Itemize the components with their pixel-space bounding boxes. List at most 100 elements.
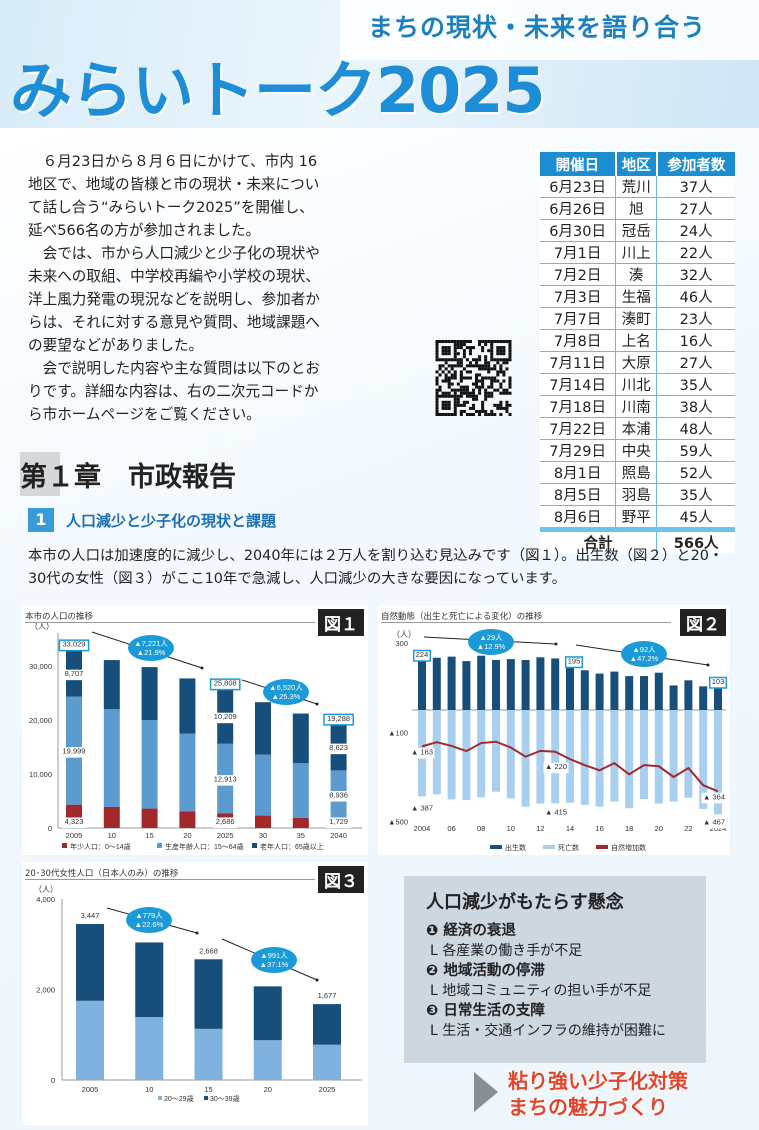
qr-module [496, 340, 500, 344]
qr-module [444, 346, 448, 350]
label-box [61, 817, 87, 828]
qr-module [459, 412, 463, 416]
qr-module [444, 349, 448, 353]
table-cell: 38人 [656, 395, 735, 419]
bar-births [447, 656, 456, 710]
qr-module [444, 406, 448, 410]
slogan-line: まちの魅力づくり [508, 1095, 668, 1119]
legend-label: 生産年齢人口：15〜64歳 [165, 842, 244, 851]
qr-module [471, 397, 476, 401]
table-cell: 59人 [656, 439, 735, 463]
qr-module [502, 361, 506, 365]
qr-module [447, 364, 451, 368]
total-label: 合計 [540, 527, 658, 554]
qr-module [462, 343, 466, 347]
data-label: 8,623 [329, 743, 348, 752]
label-box [212, 817, 238, 828]
qr-module [441, 403, 445, 407]
bar-deaths [625, 710, 634, 809]
qr-module [453, 370, 457, 374]
qr-module [502, 358, 506, 362]
table-cell: 生福 [615, 285, 658, 309]
qr-module [444, 394, 448, 398]
qr-module [490, 394, 494, 398]
qr-module [505, 358, 509, 362]
qr-module [481, 364, 485, 368]
data-label: ▲ 220 [545, 762, 567, 771]
legend-label: 出生数 [505, 843, 526, 852]
qr-module [444, 361, 448, 365]
label-box [210, 712, 240, 724]
bar-segment [194, 1028, 223, 1080]
bar-segment [253, 1040, 282, 1080]
qr-module [484, 367, 488, 371]
page-title: みらいトーク2025 [10, 54, 546, 127]
qr-module [493, 412, 497, 416]
bar-births [640, 676, 648, 710]
table-cell: 32人 [656, 263, 735, 287]
qr-module [502, 352, 506, 356]
bar-deaths [536, 710, 545, 804]
qr-module [475, 379, 479, 383]
annotation-text: ▲29人 [479, 633, 503, 642]
x-tick-label: 30 [259, 831, 267, 840]
qr-module [499, 385, 503, 389]
qr-module [447, 370, 451, 374]
qr-module [478, 364, 482, 368]
table-row: 7月2日湊 32人 [540, 263, 735, 287]
qr-module [496, 346, 500, 350]
table-cell: 湊 [615, 263, 658, 287]
qr-module [456, 346, 460, 350]
qr-module [499, 406, 503, 410]
qr-module [468, 412, 472, 416]
qr-module [490, 412, 494, 416]
qr-module [465, 391, 469, 395]
qr-module [456, 403, 460, 407]
qr-code[interactable] [435, 340, 512, 416]
qr-module [484, 394, 488, 398]
qr-module [502, 388, 506, 392]
qr-module [450, 382, 454, 386]
x-tick-label: 10 [108, 831, 116, 840]
label-box [564, 656, 584, 669]
table-cell: 冠岳 [615, 219, 658, 243]
qr-module [459, 373, 463, 377]
qr-module [444, 373, 448, 377]
qr-module [456, 361, 460, 365]
y-axis-unit: （人） [34, 885, 58, 894]
qr-module [456, 397, 460, 401]
table-cell: 16人 [656, 329, 735, 353]
qr-module [487, 385, 491, 389]
qr-module [447, 391, 451, 395]
annotation-text: ▲37.1% [260, 960, 289, 969]
bar-deaths [506, 710, 515, 799]
label-box [543, 762, 569, 774]
total-value: 566人 [656, 527, 735, 554]
qr-module [496, 358, 500, 362]
qr-module [487, 394, 491, 398]
table-row: 7月7日 湊町 23人 [540, 307, 735, 331]
figure-title: 20･30代女性人口（日本人のみ）の推移 [25, 867, 315, 880]
bar-segment [255, 754, 271, 816]
qr-module [441, 340, 445, 344]
legend-label: 自然増加数 [611, 843, 646, 852]
qr-module [456, 358, 460, 362]
annotation-text: ▲22.6% [135, 920, 164, 929]
bar-births [684, 680, 693, 710]
bar-births [477, 655, 486, 710]
qr-module [456, 382, 460, 386]
bar-births [625, 676, 634, 710]
qr-module [459, 388, 463, 392]
table-cell: 照島 [615, 461, 658, 485]
qr-module [487, 412, 491, 416]
data-label: 224 [416, 650, 429, 659]
qr-module [481, 340, 485, 344]
x-tick-label: 35 [297, 831, 305, 840]
qr-module [508, 382, 512, 386]
table-cell: 6月26日 [540, 197, 617, 221]
qr-module [447, 379, 451, 383]
qr-module [447, 403, 451, 407]
data-label: 10,209 [214, 712, 237, 721]
qr-module [444, 340, 448, 344]
x-tick-label: 12 [536, 824, 544, 833]
